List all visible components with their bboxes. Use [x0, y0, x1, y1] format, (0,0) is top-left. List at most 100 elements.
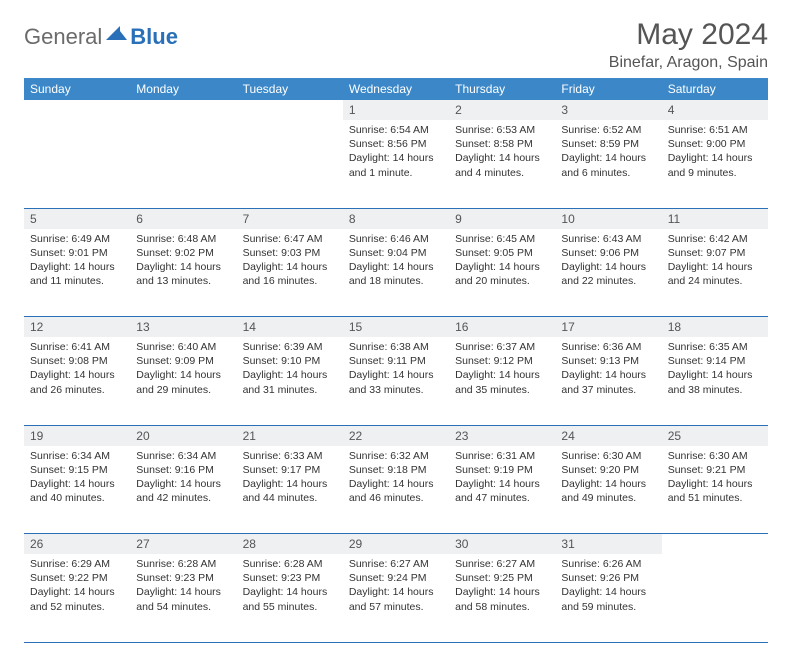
- month-title: May 2024: [609, 18, 768, 52]
- day-number-cell: 14: [237, 317, 343, 338]
- day-content-cell: Sunrise: 6:27 AMSunset: 9:24 PMDaylight:…: [343, 554, 449, 642]
- day-number-cell: 9: [449, 208, 555, 229]
- day-number-row: 12131415161718: [24, 317, 768, 338]
- header: General Blue May 2024 Binefar, Aragon, S…: [24, 18, 768, 72]
- day-details: Sunrise: 6:34 AMSunset: 9:16 PMDaylight:…: [130, 446, 236, 512]
- day-details: Sunrise: 6:41 AMSunset: 9:08 PMDaylight:…: [24, 337, 130, 403]
- weekday-header: Tuesday: [237, 78, 343, 100]
- day-details: Sunrise: 6:51 AMSunset: 9:00 PMDaylight:…: [662, 120, 768, 186]
- day-content-cell: Sunrise: 6:41 AMSunset: 9:08 PMDaylight:…: [24, 337, 130, 425]
- day-number-cell: [237, 100, 343, 120]
- weekday-header: Thursday: [449, 78, 555, 100]
- day-number-cell: 25: [662, 425, 768, 446]
- day-content-cell: Sunrise: 6:38 AMSunset: 9:11 PMDaylight:…: [343, 337, 449, 425]
- day-details: Sunrise: 6:52 AMSunset: 8:59 PMDaylight:…: [555, 120, 661, 186]
- day-number-cell: 17: [555, 317, 661, 338]
- day-details: Sunrise: 6:27 AMSunset: 9:24 PMDaylight:…: [343, 554, 449, 620]
- day-content-cell: Sunrise: 6:51 AMSunset: 9:00 PMDaylight:…: [662, 120, 768, 208]
- day-content-cell: Sunrise: 6:31 AMSunset: 9:19 PMDaylight:…: [449, 446, 555, 534]
- day-number-cell: 16: [449, 317, 555, 338]
- day-content-cell: Sunrise: 6:30 AMSunset: 9:20 PMDaylight:…: [555, 446, 661, 534]
- day-number-row: 1234: [24, 100, 768, 120]
- logo-text-general: General: [24, 24, 102, 50]
- day-number-cell: 7: [237, 208, 343, 229]
- day-details: Sunrise: 6:30 AMSunset: 9:21 PMDaylight:…: [662, 446, 768, 512]
- day-details: Sunrise: 6:29 AMSunset: 9:22 PMDaylight:…: [24, 554, 130, 620]
- day-number-cell: 31: [555, 534, 661, 555]
- day-details: Sunrise: 6:37 AMSunset: 9:12 PMDaylight:…: [449, 337, 555, 403]
- day-content-cell: Sunrise: 6:40 AMSunset: 9:09 PMDaylight:…: [130, 337, 236, 425]
- day-details: Sunrise: 6:48 AMSunset: 9:02 PMDaylight:…: [130, 229, 236, 295]
- day-number-cell: 12: [24, 317, 130, 338]
- title-block: May 2024 Binefar, Aragon, Spain: [609, 18, 768, 72]
- calendar-table: SundayMondayTuesdayWednesdayThursdayFrid…: [24, 78, 768, 643]
- day-details: Sunrise: 6:43 AMSunset: 9:06 PMDaylight:…: [555, 229, 661, 295]
- day-content-cell: Sunrise: 6:43 AMSunset: 9:06 PMDaylight:…: [555, 229, 661, 317]
- day-details: Sunrise: 6:28 AMSunset: 9:23 PMDaylight:…: [237, 554, 343, 620]
- day-number-row: 262728293031: [24, 534, 768, 555]
- day-number-cell: 23: [449, 425, 555, 446]
- day-number-cell: 29: [343, 534, 449, 555]
- day-number-cell: 19: [24, 425, 130, 446]
- day-number-cell: 4: [662, 100, 768, 120]
- day-content-cell: Sunrise: 6:42 AMSunset: 9:07 PMDaylight:…: [662, 229, 768, 317]
- location: Binefar, Aragon, Spain: [609, 54, 768, 72]
- logo-text-blue: Blue: [130, 24, 178, 50]
- logo: General Blue: [24, 24, 178, 50]
- day-number-cell: 1: [343, 100, 449, 120]
- day-details: Sunrise: 6:26 AMSunset: 9:26 PMDaylight:…: [555, 554, 661, 620]
- day-content-cell: [237, 120, 343, 208]
- weekday-header: Sunday: [24, 78, 130, 100]
- day-details: Sunrise: 6:54 AMSunset: 8:56 PMDaylight:…: [343, 120, 449, 186]
- day-details: Sunrise: 6:47 AMSunset: 9:03 PMDaylight:…: [237, 229, 343, 295]
- day-number-cell: [24, 100, 130, 120]
- day-details: Sunrise: 6:39 AMSunset: 9:10 PMDaylight:…: [237, 337, 343, 403]
- day-details: Sunrise: 6:28 AMSunset: 9:23 PMDaylight:…: [130, 554, 236, 620]
- day-content-cell: [662, 554, 768, 642]
- day-content-row: Sunrise: 6:29 AMSunset: 9:22 PMDaylight:…: [24, 554, 768, 642]
- weekday-header: Saturday: [662, 78, 768, 100]
- weekday-header: Monday: [130, 78, 236, 100]
- day-number-row: 19202122232425: [24, 425, 768, 446]
- day-content-cell: Sunrise: 6:39 AMSunset: 9:10 PMDaylight:…: [237, 337, 343, 425]
- day-number-cell: 28: [237, 534, 343, 555]
- day-number-cell: 18: [662, 317, 768, 338]
- day-number-cell: [662, 534, 768, 555]
- day-details: Sunrise: 6:35 AMSunset: 9:14 PMDaylight:…: [662, 337, 768, 403]
- day-details: Sunrise: 6:40 AMSunset: 9:09 PMDaylight:…: [130, 337, 236, 403]
- day-details: Sunrise: 6:38 AMSunset: 9:11 PMDaylight:…: [343, 337, 449, 403]
- day-content-cell: Sunrise: 6:27 AMSunset: 9:25 PMDaylight:…: [449, 554, 555, 642]
- day-details: Sunrise: 6:32 AMSunset: 9:18 PMDaylight:…: [343, 446, 449, 512]
- day-number-row: 567891011: [24, 208, 768, 229]
- day-content-cell: Sunrise: 6:45 AMSunset: 9:05 PMDaylight:…: [449, 229, 555, 317]
- day-content-cell: Sunrise: 6:46 AMSunset: 9:04 PMDaylight:…: [343, 229, 449, 317]
- day-details: Sunrise: 6:46 AMSunset: 9:04 PMDaylight:…: [343, 229, 449, 295]
- day-content-cell: Sunrise: 6:29 AMSunset: 9:22 PMDaylight:…: [24, 554, 130, 642]
- day-details: Sunrise: 6:45 AMSunset: 9:05 PMDaylight:…: [449, 229, 555, 295]
- day-number-cell: 3: [555, 100, 661, 120]
- day-number-cell: 26: [24, 534, 130, 555]
- day-content-cell: Sunrise: 6:53 AMSunset: 8:58 PMDaylight:…: [449, 120, 555, 208]
- day-content-cell: Sunrise: 6:26 AMSunset: 9:26 PMDaylight:…: [555, 554, 661, 642]
- day-details: Sunrise: 6:36 AMSunset: 9:13 PMDaylight:…: [555, 337, 661, 403]
- day-content-cell: [130, 120, 236, 208]
- day-number-cell: 20: [130, 425, 236, 446]
- day-content-cell: Sunrise: 6:47 AMSunset: 9:03 PMDaylight:…: [237, 229, 343, 317]
- day-details: Sunrise: 6:30 AMSunset: 9:20 PMDaylight:…: [555, 446, 661, 512]
- day-number-cell: 13: [130, 317, 236, 338]
- day-number-cell: 2: [449, 100, 555, 120]
- day-details: Sunrise: 6:49 AMSunset: 9:01 PMDaylight:…: [24, 229, 130, 295]
- day-content-row: Sunrise: 6:34 AMSunset: 9:15 PMDaylight:…: [24, 446, 768, 534]
- day-content-row: Sunrise: 6:49 AMSunset: 9:01 PMDaylight:…: [24, 229, 768, 317]
- day-content-cell: Sunrise: 6:48 AMSunset: 9:02 PMDaylight:…: [130, 229, 236, 317]
- day-details: Sunrise: 6:27 AMSunset: 9:25 PMDaylight:…: [449, 554, 555, 620]
- day-content-cell: Sunrise: 6:33 AMSunset: 9:17 PMDaylight:…: [237, 446, 343, 534]
- day-content-row: Sunrise: 6:54 AMSunset: 8:56 PMDaylight:…: [24, 120, 768, 208]
- day-content-cell: Sunrise: 6:34 AMSunset: 9:16 PMDaylight:…: [130, 446, 236, 534]
- weekday-header-row: SundayMondayTuesdayWednesdayThursdayFrid…: [24, 78, 768, 100]
- day-content-cell: Sunrise: 6:52 AMSunset: 8:59 PMDaylight:…: [555, 120, 661, 208]
- day-number-cell: 21: [237, 425, 343, 446]
- day-details: Sunrise: 6:42 AMSunset: 9:07 PMDaylight:…: [662, 229, 768, 295]
- day-details: Sunrise: 6:33 AMSunset: 9:17 PMDaylight:…: [237, 446, 343, 512]
- day-content-cell: Sunrise: 6:28 AMSunset: 9:23 PMDaylight:…: [130, 554, 236, 642]
